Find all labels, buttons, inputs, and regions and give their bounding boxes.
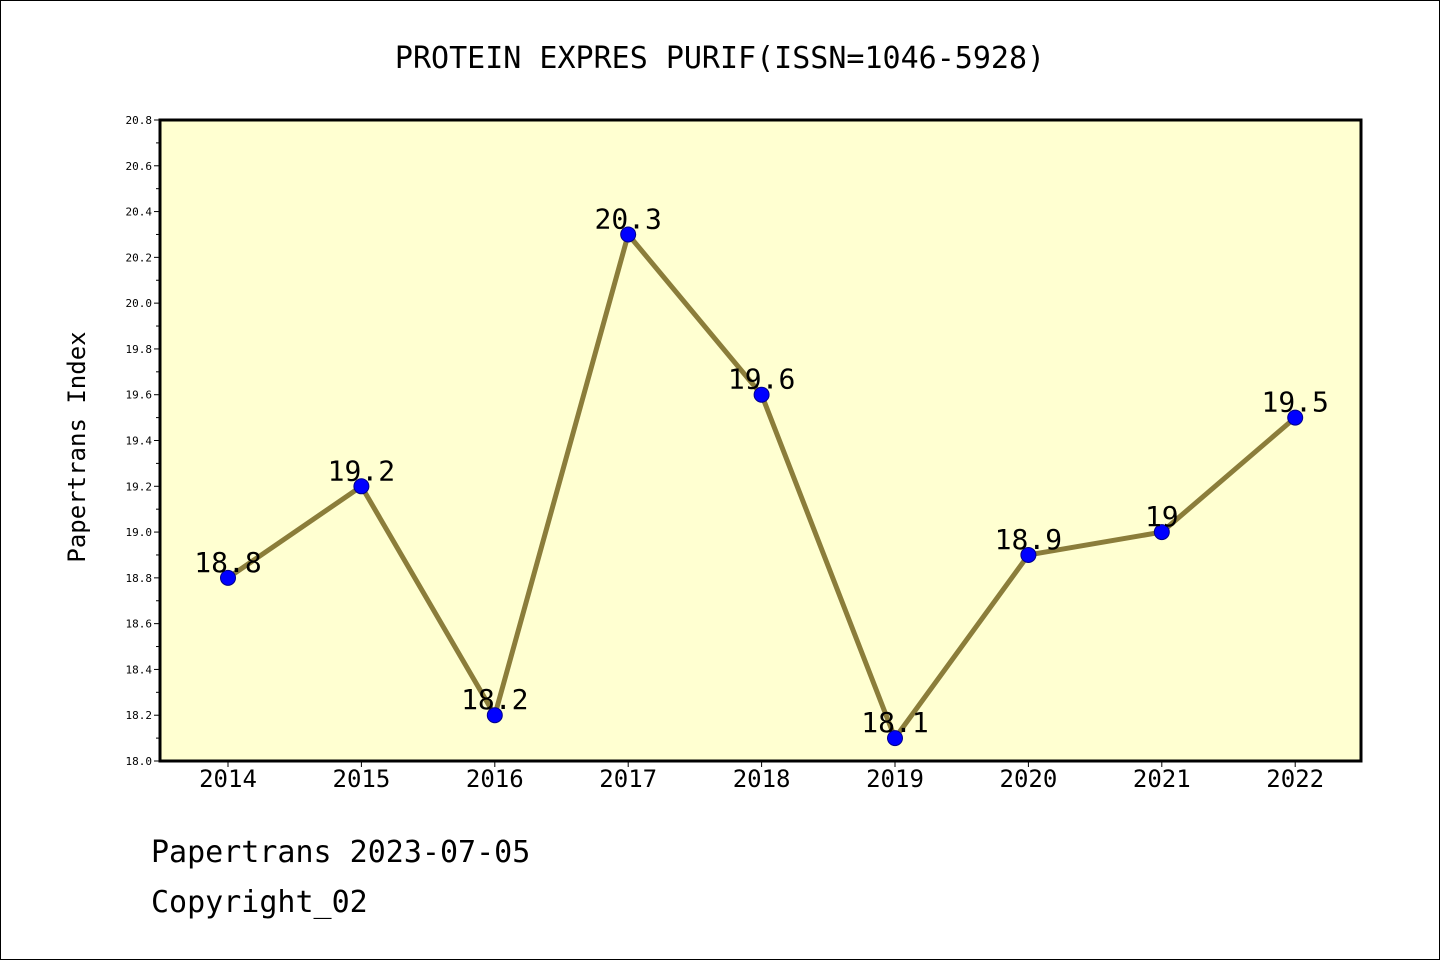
data-label: 19 — [1145, 500, 1179, 533]
data-label: 18.8 — [194, 546, 261, 579]
y-tick-label: 20.8 — [126, 114, 153, 127]
plot-area — [158, 118, 1363, 763]
data-point-marker — [486, 707, 503, 724]
data-point-marker — [753, 386, 770, 403]
y-tick-label: 19.4 — [126, 435, 153, 448]
data-point-marker — [1287, 409, 1304, 426]
y-tick-label: 20.4 — [126, 206, 153, 219]
y-tick-label: 18.0 — [126, 755, 153, 768]
x-tick-label: 2016 — [466, 765, 524, 793]
x-tick-label: 2021 — [1133, 765, 1191, 793]
x-tick-label: 2017 — [599, 765, 657, 793]
y-tick-label: 19.6 — [126, 389, 153, 402]
y-tick-label: 19.2 — [126, 480, 153, 493]
data-point-marker — [353, 478, 370, 495]
data-point-marker — [887, 730, 903, 747]
x-tick-label: 2020 — [1000, 765, 1058, 793]
data-markers — [220, 226, 1304, 747]
chart-title: PROTEIN EXPRES PURIF(ISSN=1046-5928) — [395, 41, 1045, 76]
data-point-marker — [1153, 524, 1170, 541]
x-tick-label: 2014 — [199, 765, 257, 793]
data-label: 19.6 — [728, 363, 795, 396]
data-label: 18.2 — [461, 683, 528, 716]
y-tick-label: 18.4 — [126, 663, 153, 676]
data-label: 20.3 — [594, 202, 661, 235]
y-axis-label: Papertrans Index — [63, 331, 91, 562]
data-labels: 18.8 19.2 18.2 20.3 19.6 18.1 18.9 19 19.5 — [194, 202, 1329, 739]
y-tick-label: 18.6 — [126, 618, 153, 631]
y-tick-label: 20.6 — [126, 160, 153, 173]
y-axis-ticks: 18.0 18.2 18.4 18.6 18.8 19.0 19.2 19.4 19.6 19.8… — [126, 114, 160, 768]
data-point-marker — [620, 226, 637, 243]
data-point-marker — [1020, 546, 1037, 563]
x-tick-label: 2018 — [733, 765, 791, 793]
x-tick-label: 2019 — [866, 765, 924, 793]
data-label: 18.1 — [861, 706, 928, 739]
y-tick-label: 18.2 — [126, 709, 153, 722]
x-tick-label: 2015 — [333, 765, 391, 793]
data-label: 18.9 — [995, 523, 1062, 556]
data-label: 19.2 — [328, 454, 395, 487]
y-tick-label: 20.0 — [126, 297, 153, 310]
x-tick-label: 2022 — [1266, 765, 1324, 793]
footer-copyright: Copyright_02 — [151, 885, 368, 920]
y-tick-label: 19.0 — [126, 526, 153, 539]
x-axis-ticks: 2014 2015 2016 2017 2018 2019 2020 2021 2022 — [199, 761, 1324, 793]
data-label: 19.5 — [1261, 386, 1328, 419]
y-tick-label: 20.2 — [126, 251, 153, 264]
y-tick-label: 18.8 — [126, 572, 153, 585]
footer-date-line: Papertrans 2023-07-05 — [151, 835, 531, 870]
data-point-marker — [220, 569, 236, 586]
y-tick-label: 19.8 — [126, 343, 153, 356]
